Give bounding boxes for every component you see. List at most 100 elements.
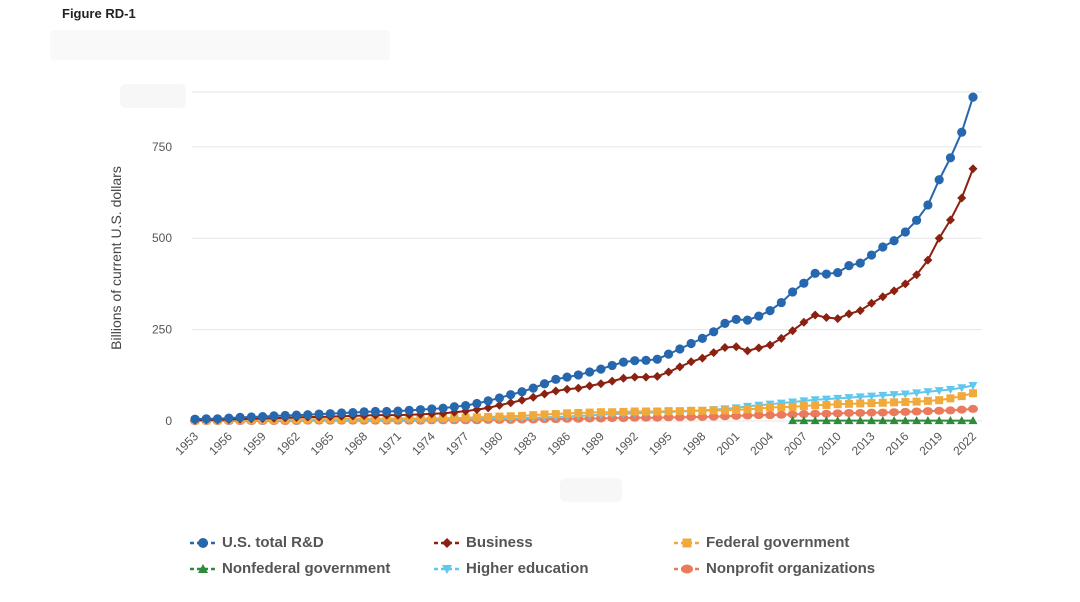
- data-point[interactable]: [856, 399, 865, 408]
- data-point[interactable]: [912, 215, 922, 225]
- data-point[interactable]: [811, 401, 820, 410]
- data-point[interactable]: [889, 236, 899, 246]
- data-point[interactable]: [777, 403, 786, 412]
- data-point[interactable]: [946, 394, 955, 403]
- data-point[interactable]: [675, 362, 685, 372]
- data-point[interactable]: [404, 405, 414, 415]
- data-point[interactable]: [664, 407, 673, 416]
- data-point[interactable]: [506, 398, 516, 408]
- data-point[interactable]: [630, 407, 639, 416]
- data-point[interactable]: [687, 406, 696, 415]
- data-point[interactable]: [742, 315, 753, 325]
- data-point[interactable]: [585, 367, 595, 377]
- data-point[interactable]: [596, 379, 606, 389]
- data-point[interactable]: [607, 376, 617, 386]
- data-point[interactable]: [596, 408, 605, 417]
- data-point[interactable]: [585, 408, 594, 417]
- data-point[interactable]: [799, 416, 809, 425]
- data-point[interactable]: [528, 383, 538, 393]
- data-point[interactable]: [900, 407, 911, 416]
- data-point[interactable]: [731, 314, 741, 324]
- data-point[interactable]: [776, 297, 786, 308]
- data-point[interactable]: [900, 227, 910, 237]
- data-point[interactable]: [912, 397, 921, 406]
- data-point[interactable]: [787, 287, 798, 297]
- data-point[interactable]: [720, 343, 730, 353]
- data-point[interactable]: [359, 407, 369, 417]
- legend-item-business[interactable]: Business: [434, 534, 533, 551]
- data-point[interactable]: [878, 416, 888, 425]
- data-point[interactable]: [427, 404, 437, 414]
- data-point[interactable]: [585, 381, 595, 391]
- data-point[interactable]: [652, 413, 663, 422]
- data-point[interactable]: [810, 310, 820, 320]
- data-point[interactable]: [843, 408, 854, 417]
- data-point[interactable]: [732, 406, 741, 415]
- data-point[interactable]: [562, 384, 572, 394]
- data-point[interactable]: [945, 386, 955, 395]
- data-point[interactable]: [968, 164, 978, 174]
- data-point[interactable]: [833, 416, 843, 425]
- data-point[interactable]: [619, 407, 628, 416]
- data-point[interactable]: [686, 357, 696, 367]
- data-point[interactable]: [833, 400, 842, 409]
- data-point[interactable]: [799, 397, 809, 406]
- data-point[interactable]: [731, 342, 741, 352]
- data-point[interactable]: [652, 371, 662, 381]
- data-point[interactable]: [472, 398, 482, 409]
- data-point[interactable]: [810, 396, 820, 405]
- data-point[interactable]: [935, 396, 944, 405]
- data-point[interactable]: [901, 397, 910, 406]
- data-point[interactable]: [269, 411, 279, 421]
- data-point[interactable]: [934, 233, 944, 243]
- data-point[interactable]: [720, 406, 729, 415]
- data-point[interactable]: [844, 399, 853, 408]
- data-point[interactable]: [788, 402, 797, 411]
- data-point[interactable]: [889, 416, 899, 425]
- data-point[interactable]: [573, 383, 583, 393]
- data-point[interactable]: [754, 404, 763, 413]
- data-point[interactable]: [923, 388, 933, 397]
- data-point[interactable]: [280, 410, 290, 421]
- data-point[interactable]: [674, 413, 685, 422]
- data-point[interactable]: [539, 379, 550, 389]
- data-point[interactable]: [957, 127, 967, 137]
- data-point[interactable]: [461, 413, 470, 422]
- data-point[interactable]: [336, 408, 347, 418]
- data-point[interactable]: [708, 412, 719, 421]
- data-point[interactable]: [833, 267, 843, 278]
- data-point[interactable]: [867, 399, 876, 408]
- data-point[interactable]: [348, 407, 358, 418]
- data-point[interactable]: [709, 348, 719, 358]
- data-point[interactable]: [844, 309, 854, 319]
- data-point[interactable]: [878, 292, 888, 302]
- data-point[interactable]: [855, 306, 865, 316]
- data-point[interactable]: [370, 406, 381, 417]
- data-point[interactable]: [258, 412, 268, 422]
- data-point[interactable]: [743, 405, 752, 414]
- data-point[interactable]: [686, 338, 696, 349]
- data-point[interactable]: [945, 153, 956, 163]
- data-point[interactable]: [618, 357, 629, 367]
- data-point[interactable]: [675, 407, 684, 416]
- data-point[interactable]: [923, 200, 933, 210]
- data-point[interactable]: [821, 269, 832, 279]
- data-point[interactable]: [663, 413, 674, 422]
- data-point[interactable]: [766, 403, 775, 412]
- data-point[interactable]: [517, 395, 527, 405]
- data-point[interactable]: [833, 314, 843, 324]
- data-point[interactable]: [788, 416, 798, 425]
- data-point[interactable]: [641, 355, 651, 365]
- data-point[interactable]: [822, 400, 831, 409]
- legend-item-higher-ed[interactable]: Higher education: [434, 560, 589, 577]
- data-point[interactable]: [494, 393, 505, 403]
- data-point[interactable]: [878, 391, 888, 400]
- data-point[interactable]: [912, 270, 922, 280]
- data-point[interactable]: [788, 398, 798, 407]
- data-point[interactable]: [506, 412, 515, 421]
- data-point[interactable]: [517, 411, 526, 420]
- data-point[interactable]: [934, 406, 945, 415]
- data-point[interactable]: [642, 407, 651, 416]
- data-point[interactable]: [821, 416, 831, 425]
- data-point[interactable]: [799, 402, 808, 411]
